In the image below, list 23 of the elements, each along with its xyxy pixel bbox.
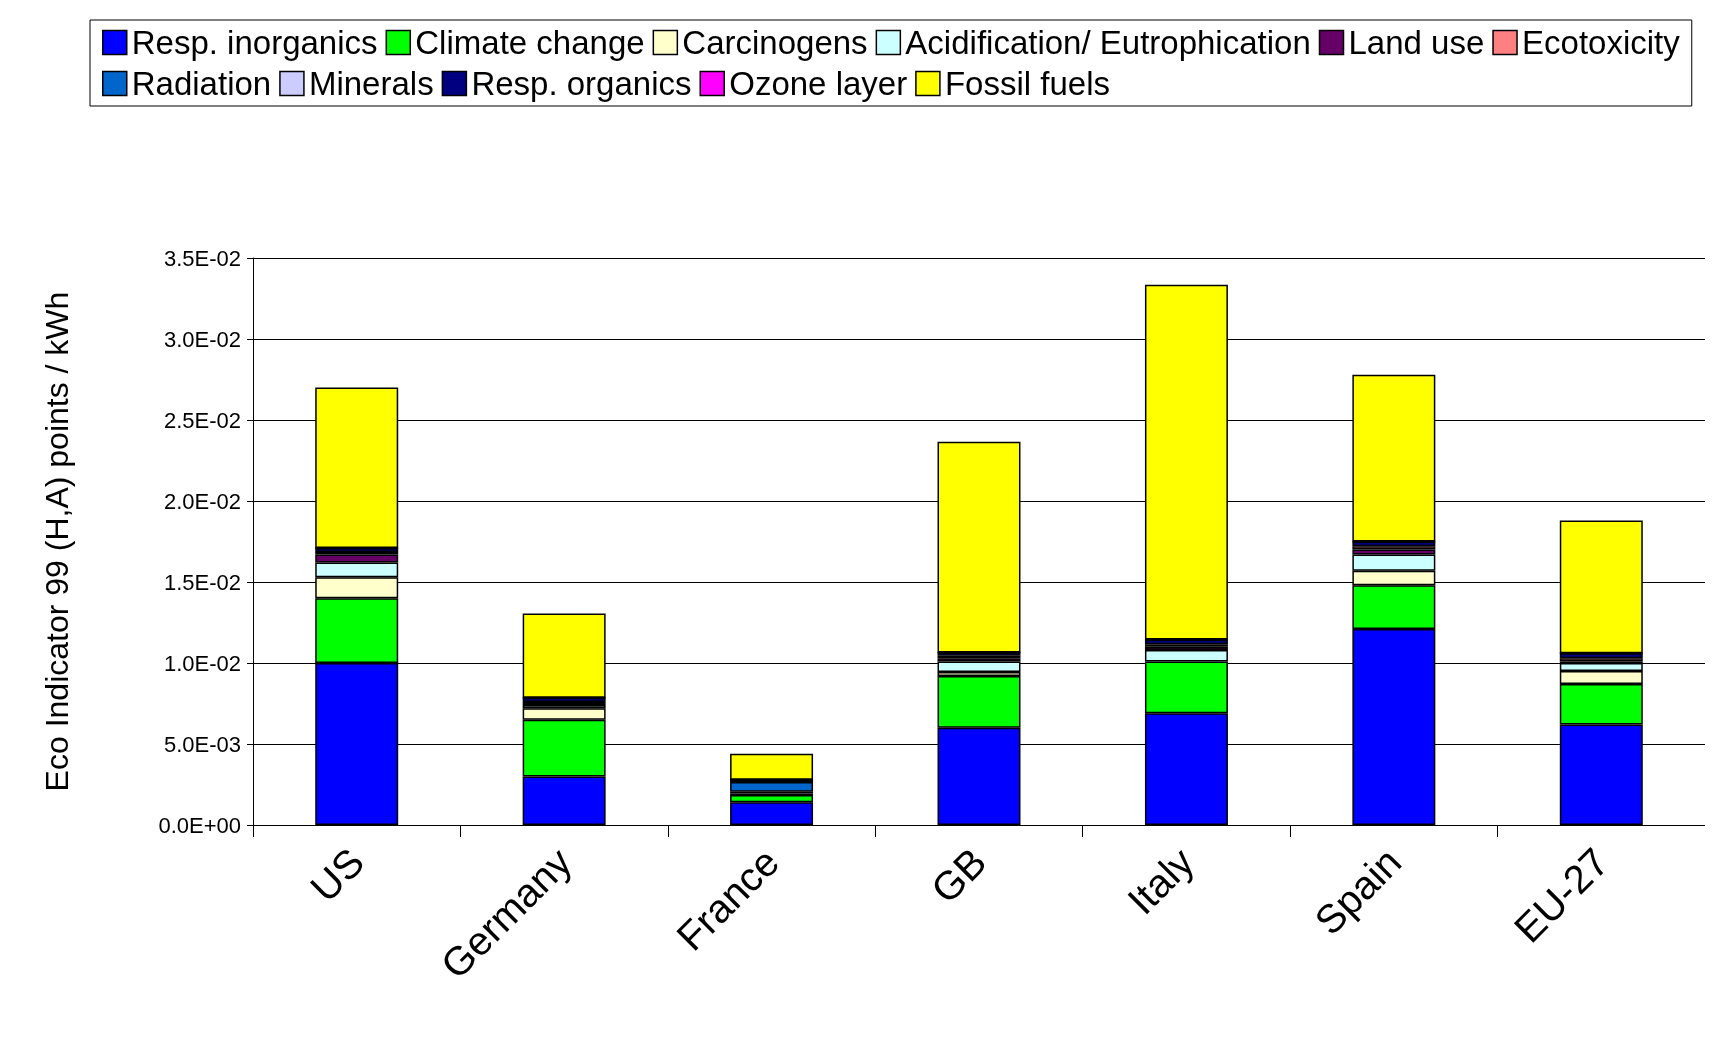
x-tick-label: US — [301, 839, 373, 910]
legend-label: Climate change — [415, 24, 645, 61]
legend-label: Radiation — [131, 65, 272, 102]
y-tick-label: 3.5E-02 — [163, 245, 241, 271]
legend-label: Minerals — [308, 65, 434, 102]
legend-label: Fossil fuels — [944, 65, 1110, 102]
legend-label: Resp. inorganics — [131, 24, 378, 61]
y-tick-label: 2.0E-02 — [163, 488, 241, 514]
y-tick-label: 3.0E-02 — [163, 326, 241, 352]
y-tick-label: 0.0E+00 — [158, 812, 241, 838]
legend-label: Ecotoxicity — [1522, 24, 1681, 61]
legend-label: Resp. organics — [471, 65, 692, 102]
x-tick-label: GB — [922, 839, 995, 912]
x-tick-label: Italy — [1119, 839, 1202, 923]
legend-label: Land use — [1348, 24, 1485, 61]
legend-label: Carcinogens — [682, 24, 868, 61]
y-tick-label: 5.0E-03 — [163, 731, 241, 757]
legend-label: Ozone layer — [729, 65, 908, 102]
y-tick-label: 1.0E-02 — [163, 650, 241, 676]
y-axis-title: Eco Indicator 99 (H,A) points / kWh — [39, 291, 75, 792]
y-tick-label: 1.5E-02 — [163, 569, 241, 595]
legend-label: Acidification/ Eutrophication — [905, 24, 1311, 61]
y-tick-label: 2.5E-02 — [163, 407, 241, 433]
